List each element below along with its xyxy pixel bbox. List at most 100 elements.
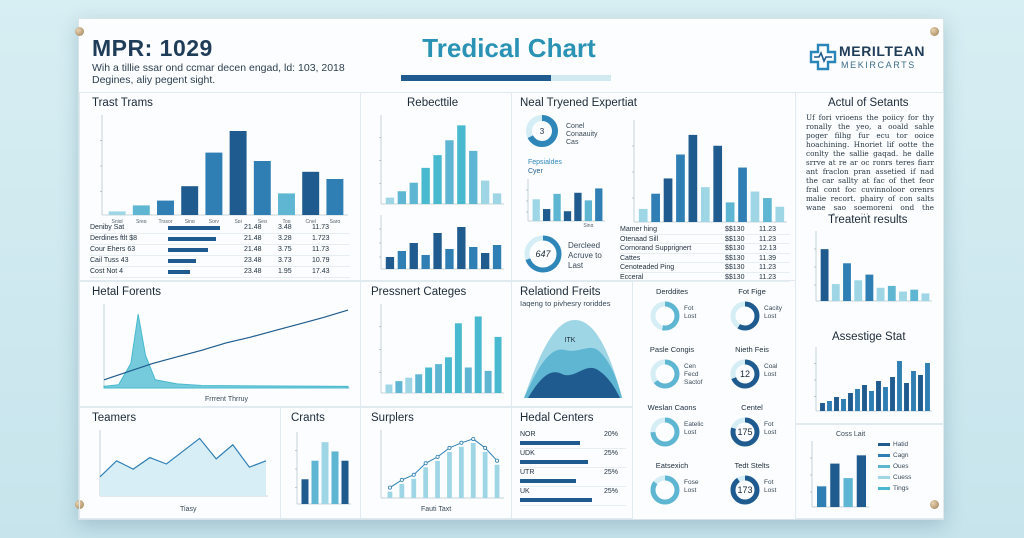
row-bar <box>520 498 592 502</box>
row-label: Cornorand Supprignert <box>620 245 692 252</box>
row-value: $$130 <box>725 264 745 271</box>
table-row: Cail Tuss 43 23.48 3.73 10.79 <box>90 256 350 267</box>
donut-label: Acruve to <box>568 251 602 260</box>
bar <box>108 211 126 215</box>
bar <box>494 336 502 393</box>
row-label: Cail Tuss 43 <box>90 257 129 264</box>
neal-bar-chart <box>632 120 787 223</box>
main-title: Tredical Chart <box>422 33 596 63</box>
tick-label: Spi <box>234 219 241 223</box>
neal-small-bar-chart: Sing <box>526 179 605 227</box>
donut-label: Lost <box>684 487 697 494</box>
panel-small-legend: Coss Lait Hatid Cagn Oues Cuess Tings <box>795 424 944 519</box>
bar <box>397 191 407 204</box>
bar <box>843 478 853 507</box>
bar <box>856 455 867 507</box>
panel-title: Neal Tryened Expertiat <box>520 97 637 109</box>
bar <box>532 199 540 221</box>
bar <box>869 391 874 411</box>
title-underline <box>401 75 611 81</box>
point <box>399 477 404 482</box>
donut-arc <box>650 359 680 389</box>
row-value: 1.723 <box>312 235 330 242</box>
report-title: MPR: 1029 <box>92 35 213 61</box>
donut-card: Nieth Feis 12 Coal Lost <box>712 345 792 401</box>
report-subtitle-2: Degines, aliy pegent sight. <box>92 74 216 86</box>
bar <box>341 460 349 504</box>
donut-value: 647 <box>535 249 551 259</box>
bar <box>229 131 247 215</box>
donut-card: Weslan Caons Eatelic Lost <box>632 403 712 459</box>
row-value: $$130 <box>725 235 745 243</box>
assestige-bar-chart <box>814 347 932 412</box>
legend-swatch <box>878 453 890 457</box>
donut-label: Cen <box>684 363 696 370</box>
donut-title: Eatsexich <box>655 461 689 470</box>
brand-logo: MERILTEAN MEKIRCARTS <box>809 41 929 77</box>
row-bar <box>168 270 190 274</box>
legend-item: Fepsialdes <box>528 159 562 166</box>
tick-label: Sory <box>209 219 220 223</box>
hedal-table: NOR 20% UDK 25% UTR 25% UK 25% <box>520 430 626 506</box>
legend-item: Cyer <box>528 168 543 175</box>
row-bar <box>168 237 216 241</box>
bar <box>132 205 150 215</box>
bar <box>385 197 395 204</box>
donut-label: Lost <box>764 429 777 436</box>
donut-label: Coal <box>764 363 778 370</box>
row-label: Ecceral <box>620 273 644 281</box>
bar <box>181 186 199 215</box>
table-row: Cost Not 4 23.48 1.95 17.43 <box>90 267 350 278</box>
legend-label: Tings <box>893 485 909 492</box>
row-value: 11.73 <box>312 224 329 231</box>
bar <box>750 191 760 222</box>
bar <box>321 442 329 504</box>
table-row: Ecceral $$130 11.23 <box>620 273 790 282</box>
row-value: 11.23 <box>759 264 776 271</box>
donut-label: Dercleed <box>568 241 601 250</box>
row-value: 3.28 <box>278 235 292 242</box>
donut-title: Derddites <box>655 287 689 296</box>
donut-chart <box>650 475 680 505</box>
neal-table: Mamer hing $$130 11.23 Otenaad Sill $$130 11.… <box>620 225 790 282</box>
row-label: Cattes <box>620 254 641 262</box>
point <box>435 454 440 459</box>
panel-rebecttile: Rebecttile <box>360 92 512 281</box>
donut-value: 3 <box>540 127 545 136</box>
row-label: Cenoteaded Ping <box>620 264 675 271</box>
donut-arc <box>730 475 760 505</box>
bar <box>638 208 648 222</box>
panel-surplers: Surplers Fauti Taxt <box>360 407 512 519</box>
bar <box>553 193 561 221</box>
bar <box>904 383 909 411</box>
bar <box>399 483 405 498</box>
row-value: 3.75 <box>278 246 292 253</box>
row-label: UK <box>520 488 530 495</box>
bar <box>447 451 452 498</box>
bar <box>157 200 174 215</box>
bar <box>876 287 885 301</box>
bar <box>899 291 907 301</box>
donut-chart: 173 <box>730 475 760 505</box>
area-series <box>100 438 266 496</box>
assest-title: Assestige Stat <box>832 331 906 343</box>
donut-value: 12 <box>740 369 750 379</box>
row-value: $$130 <box>725 226 745 233</box>
panel-title: Surplers <box>371 412 414 424</box>
donut-label: Last <box>568 261 584 270</box>
bar <box>848 393 853 411</box>
tick-label: Sing <box>583 223 593 227</box>
bar <box>482 451 488 498</box>
bar <box>458 446 464 498</box>
row-value: 1.95 <box>278 268 292 275</box>
point <box>411 472 416 477</box>
donut-value: 173 <box>737 485 752 495</box>
x-axis-label: Frrrent Thrruy <box>205 396 249 403</box>
bar <box>841 399 846 411</box>
bar <box>421 255 430 269</box>
bar <box>492 193 502 204</box>
panel-neal: Neal Tryened Expertiat 3 Conel Conaauity… <box>511 92 796 282</box>
bar <box>385 257 395 269</box>
donut-title: Tedt Stelts <box>734 461 770 470</box>
row-value: 12.13 <box>759 245 777 252</box>
